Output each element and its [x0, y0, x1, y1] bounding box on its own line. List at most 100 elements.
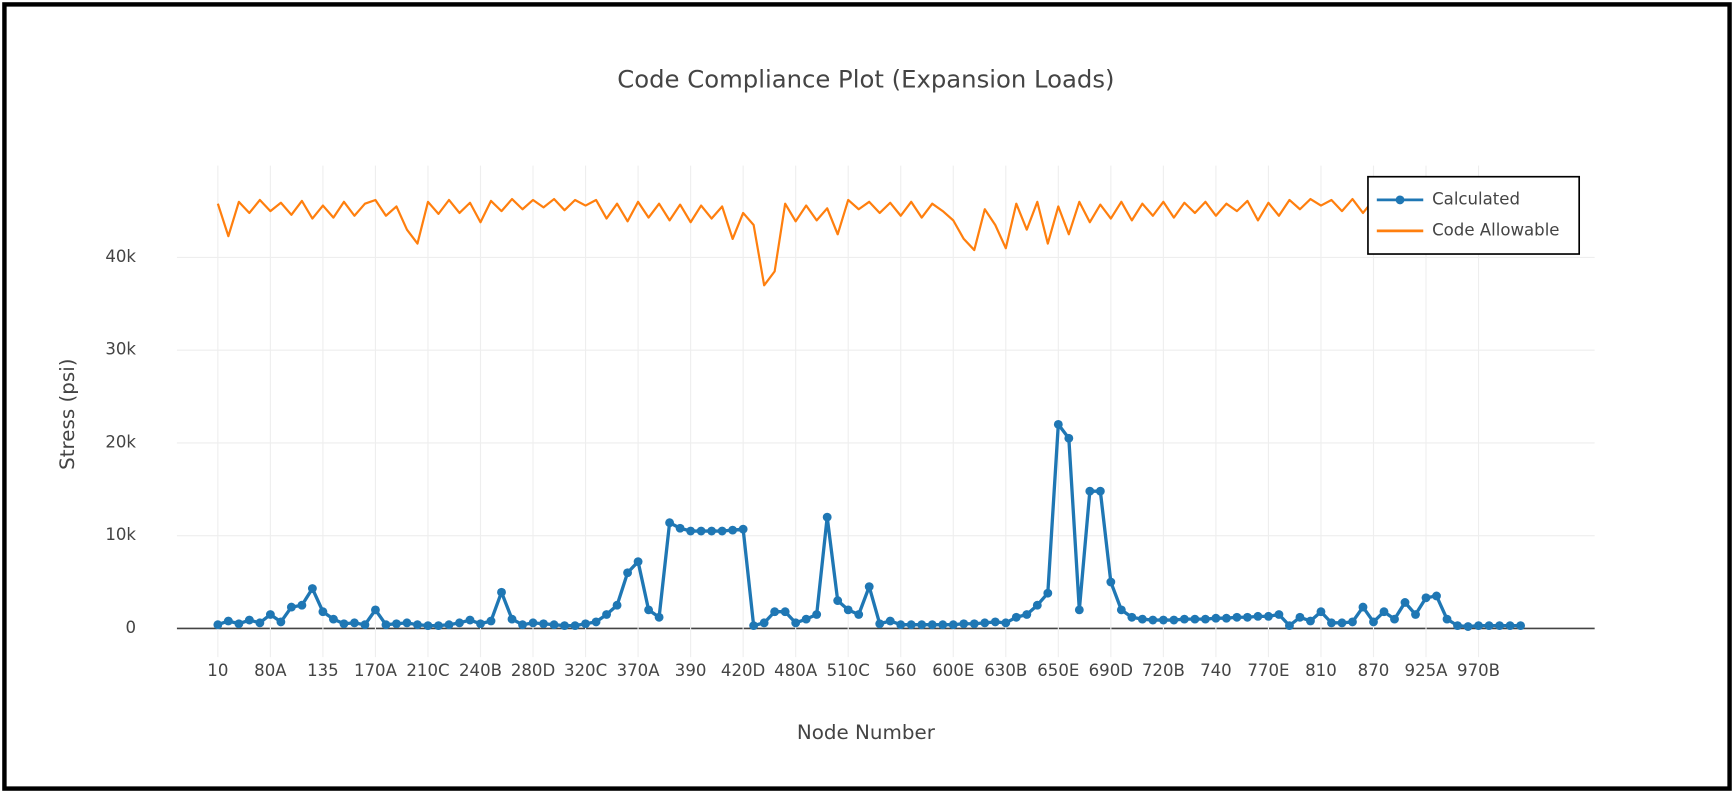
point: [234, 619, 244, 629]
point: [780, 607, 790, 617]
point: [1116, 605, 1126, 615]
x-tick-label: 240B: [459, 661, 502, 680]
point: [1306, 616, 1315, 626]
point: [1484, 621, 1494, 631]
legend: Calculated Code Allowable: [1367, 175, 1581, 255]
point: [1211, 613, 1221, 623]
point: [1285, 621, 1294, 631]
point: [1001, 618, 1011, 628]
point: [749, 621, 759, 631]
point: [990, 617, 1000, 627]
point: [223, 616, 233, 626]
x-tick-label: 650E: [1037, 661, 1079, 680]
point: [906, 620, 916, 630]
point: [350, 618, 359, 628]
point: [581, 619, 590, 629]
legend-label: Code Allowable: [1432, 220, 1559, 239]
point: [938, 620, 948, 630]
point: [297, 600, 307, 610]
point: [518, 620, 527, 630]
point: [1242, 612, 1252, 622]
point: [1064, 433, 1074, 443]
point: [1022, 610, 1032, 619]
point: [948, 620, 958, 630]
x-tick-label: 170A: [354, 661, 398, 680]
point: [570, 621, 580, 631]
point: [1316, 607, 1326, 617]
grid: 0 10k 20k 30k 40k 10 80A 135 170A 210C 240B 280D 320…: [105, 165, 1595, 680]
x-tick-label: 970B: [1457, 661, 1500, 680]
point: [465, 615, 475, 625]
x-tick-label: 720B: [1142, 661, 1185, 680]
x-axis-title: Node Number: [797, 721, 936, 744]
point: [707, 526, 717, 536]
point: [371, 605, 380, 615]
point: [812, 610, 822, 619]
point: [1516, 621, 1525, 631]
x-tick-label: 370A: [617, 661, 661, 680]
x-tick-label: 10: [207, 661, 228, 680]
point: [896, 620, 906, 630]
point: [1179, 614, 1189, 624]
x-tick-label: 630B: [984, 661, 1027, 680]
point: [255, 618, 265, 628]
point: [675, 523, 685, 533]
point: [1158, 615, 1168, 625]
point: [801, 614, 811, 624]
point: [927, 620, 937, 630]
x-tick-label: 925A: [1405, 661, 1449, 680]
point: [1495, 621, 1504, 631]
point: [360, 620, 370, 630]
point: [1011, 612, 1021, 622]
point: [1390, 614, 1399, 624]
point: [1127, 612, 1137, 622]
point: [392, 619, 401, 629]
point: [476, 619, 485, 629]
point: [822, 512, 832, 522]
point: [1421, 593, 1431, 603]
point: [1348, 617, 1357, 627]
point: [1505, 621, 1515, 631]
point: [1264, 611, 1273, 621]
point: [486, 616, 496, 626]
x-tick-label: 420D: [721, 661, 765, 680]
line: [216, 197, 1521, 287]
point: [686, 526, 696, 536]
point: [696, 526, 706, 536]
x-tick-label: 690D: [1089, 661, 1133, 680]
point: [633, 557, 643, 567]
point: [318, 607, 328, 617]
legend-marker: [1395, 195, 1405, 205]
point: [286, 602, 296, 612]
y-tick-label: 30k: [105, 340, 136, 359]
x-tick-label: 280D: [511, 661, 555, 680]
point: [1043, 588, 1053, 598]
point: [1053, 419, 1063, 429]
x-tick-label: 810: [1305, 661, 1337, 680]
legend-box: [1367, 175, 1581, 255]
point: [738, 524, 748, 534]
x-tick-label: 390: [675, 661, 707, 680]
y-tick-label: 20k: [105, 432, 136, 451]
x-tick-label: 870: [1358, 661, 1390, 680]
point: [759, 618, 769, 628]
point: [497, 587, 506, 597]
point: [1400, 598, 1410, 607]
point: [969, 619, 979, 629]
point: [1221, 613, 1231, 623]
point: [654, 612, 664, 622]
point: [339, 619, 349, 629]
point: [560, 621, 569, 631]
x-tick-label: 480A: [774, 661, 818, 680]
point: [1358, 602, 1368, 612]
x-tick-label: 600E: [932, 661, 974, 680]
x-tick-label: 135: [307, 661, 339, 680]
point: [507, 614, 517, 624]
point: [1190, 614, 1200, 624]
point: [328, 614, 338, 624]
point: [875, 619, 885, 629]
point: [549, 620, 559, 630]
point: [528, 618, 538, 628]
point: [1379, 607, 1389, 617]
y-tick-label: 0: [125, 618, 136, 637]
